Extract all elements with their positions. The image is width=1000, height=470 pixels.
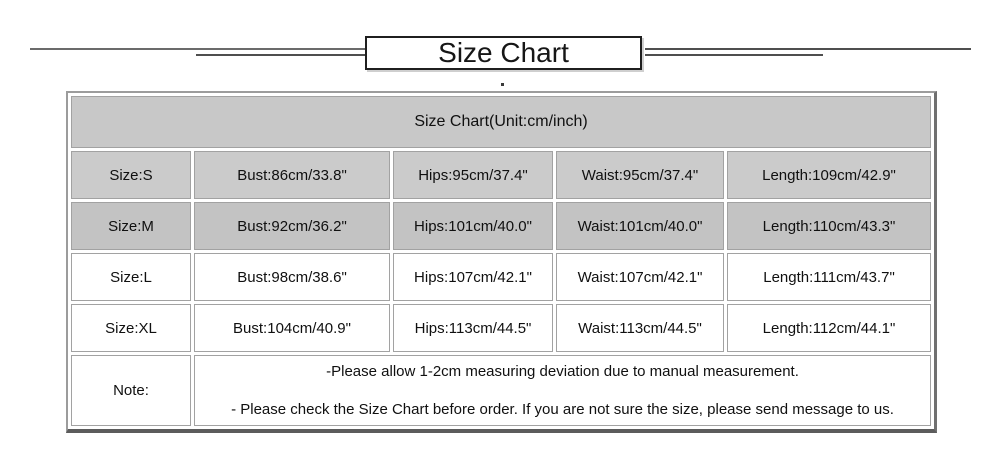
waist-cell: Waist:107cm/42.1"	[556, 253, 724, 301]
length-cell: Length:112cm/44.1"	[727, 304, 931, 352]
table-header-cell: Size Chart(Unit:cm/inch)	[71, 96, 931, 148]
note-line-2: - Please check the Size Chart before ord…	[231, 401, 894, 418]
size-chart-table: Size Chart(Unit:cm/inch) Size:S Bust:86c…	[68, 93, 934, 429]
bust-cell: Bust:86cm/33.8"	[194, 151, 390, 199]
waist-cell: Waist:95cm/37.4"	[556, 151, 724, 199]
tiny-dot-artifact	[501, 83, 504, 86]
table-header-row: Size Chart(Unit:cm/inch)	[71, 96, 931, 148]
size-cell: Size:S	[71, 151, 191, 199]
table-row-l: Size:L Bust:98cm/38.6" Hips:107cm/42.1" …	[71, 253, 931, 301]
size-cell: Size:XL	[71, 304, 191, 352]
divider-line-left-outer	[30, 48, 365, 50]
note-label-cell: Note:	[71, 355, 191, 426]
hips-cell: Hips:95cm/37.4"	[393, 151, 553, 199]
hips-cell: Hips:101cm/40.0"	[393, 202, 553, 250]
size-cell: Size:M	[71, 202, 191, 250]
waist-cell: Waist:101cm/40.0"	[556, 202, 724, 250]
length-cell: Length:109cm/42.9"	[727, 151, 931, 199]
bust-cell: Bust:104cm/40.9"	[194, 304, 390, 352]
bust-cell: Bust:92cm/36.2"	[194, 202, 390, 250]
table-row-xl: Size:XL Bust:104cm/40.9" Hips:113cm/44.5…	[71, 304, 931, 352]
divider-line-right-inner	[645, 54, 823, 56]
size-chart-table-frame: Size Chart(Unit:cm/inch) Size:S Bust:86c…	[66, 91, 937, 433]
waist-cell: Waist:113cm/44.5"	[556, 304, 724, 352]
note-content: -Please allow 1-2cm measuring deviation …	[195, 356, 930, 425]
note-text-cell: -Please allow 1-2cm measuring deviation …	[194, 355, 931, 426]
hips-cell: Hips:113cm/44.5"	[393, 304, 553, 352]
size-chart-title-box: Size Chart	[365, 36, 642, 70]
table-row-m: Size:M Bust:92cm/36.2" Hips:101cm/40.0" …	[71, 202, 931, 250]
divider-line-right-outer	[645, 48, 971, 50]
divider-line-left-inner	[196, 54, 365, 56]
note-line-1: -Please allow 1-2cm measuring deviation …	[326, 363, 799, 380]
table-row-note: Note: -Please allow 1-2cm measuring devi…	[71, 355, 931, 426]
size-chart-title: Size Chart	[438, 37, 569, 68]
bust-cell: Bust:98cm/38.6"	[194, 253, 390, 301]
hips-cell: Hips:107cm/42.1"	[393, 253, 553, 301]
length-cell: Length:111cm/43.7"	[727, 253, 931, 301]
table-row-s: Size:S Bust:86cm/33.8" Hips:95cm/37.4" W…	[71, 151, 931, 199]
length-cell: Length:110cm/43.3"	[727, 202, 931, 250]
size-cell: Size:L	[71, 253, 191, 301]
